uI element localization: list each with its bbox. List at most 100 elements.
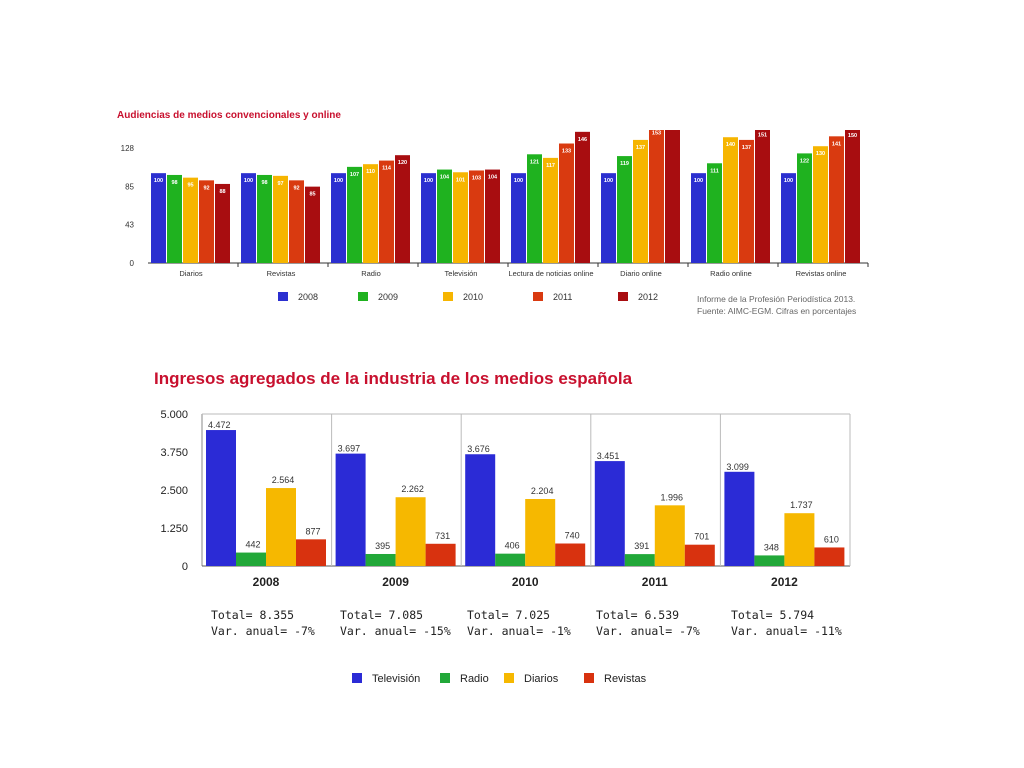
- chart2-title: Ingresos agregados de la industria de lo…: [154, 369, 633, 388]
- source-line-2: Fuente: AIMC-EGM. Cifras en porcentajes: [697, 306, 857, 316]
- bar-radio-online-2008: [691, 173, 706, 263]
- totals-2009: Total= 7.085 Var. anual= -15%: [340, 607, 451, 639]
- bar-diarios-2008: [151, 173, 166, 263]
- data-label: 114: [382, 166, 392, 172]
- data-label: 151: [758, 132, 767, 138]
- total-value: Total= 7.085: [340, 608, 424, 622]
- bar-radio-2010: [363, 164, 378, 263]
- bar-lectura-de-noticias-online-2010: [543, 157, 558, 263]
- data-label: 3.451: [597, 451, 620, 461]
- bar-revistas-2010: [273, 175, 288, 263]
- bar-2011-revistas: [684, 544, 715, 566]
- data-label: 107: [350, 172, 359, 178]
- data-label: 100: [694, 178, 703, 184]
- legend-swatch-diarios: [504, 673, 514, 683]
- bar-2010-diarios: [525, 498, 556, 566]
- bar-revistas-2009: [257, 174, 272, 263]
- legend-label-radio: Radio: [460, 673, 489, 685]
- totals-2012: Total= 5.794 Var. anual= -11%: [731, 607, 842, 639]
- data-label: 877: [305, 526, 320, 536]
- chart1-title: Audiencias de medios convencionales y on…: [117, 110, 341, 121]
- annual-variation: Var. anual= -11%: [731, 624, 842, 638]
- legend-label-diarios: Diarios: [524, 673, 559, 685]
- annual-variation: Var. anual= -15%: [340, 624, 451, 638]
- bar-radio-2008: [331, 173, 346, 263]
- totals-2010: Total= 7.025 Var. anual= -1%: [467, 607, 571, 639]
- data-label: 120: [398, 160, 407, 166]
- bar-revistas-online-2010: [813, 146, 828, 263]
- bar-lectura-de-noticias-online-2008: [511, 173, 526, 263]
- x-tick-label: 2012: [771, 575, 798, 589]
- data-label: 137: [636, 145, 645, 151]
- x-tick-label: Televisión: [445, 269, 478, 278]
- total-value: Total= 7.025: [467, 608, 551, 622]
- y-tick-label: 43: [125, 220, 134, 229]
- data-label: 88: [219, 189, 225, 195]
- data-label: 140: [726, 142, 735, 148]
- totals-2011: Total= 6.539 Var. anual= -7%: [596, 607, 700, 639]
- bar-diario-online-2012: [665, 130, 680, 263]
- data-label: 1.996: [661, 492, 684, 502]
- bar-2012-television: [724, 471, 755, 566]
- bar-revistas-2011: [289, 180, 304, 263]
- data-label: 701: [694, 532, 709, 542]
- bar-diarios-2009: [167, 174, 182, 263]
- data-label: 4.472: [208, 420, 231, 430]
- data-label: 100: [514, 178, 523, 184]
- bar-2009-revistas: [425, 543, 456, 566]
- bar-revistas-online-2011: [829, 136, 844, 263]
- source-line-1: Informe de la Profesión Periodística 201…: [697, 294, 856, 304]
- data-label: 146: [578, 137, 587, 143]
- bar-television-2011: [469, 170, 484, 263]
- bar-radio-online-2009: [707, 163, 722, 263]
- data-label: 2.262: [401, 484, 424, 494]
- data-label: 100: [334, 178, 343, 184]
- bar-revistas-online-2012: [845, 130, 860, 263]
- data-label: 98: [261, 180, 267, 186]
- total-value: Total= 8.355: [211, 608, 295, 622]
- legend-label-2012: 2012: [638, 292, 658, 302]
- data-label: 348: [764, 542, 779, 552]
- totals-2008: Total= 8.355 Var. anual= -7%: [211, 607, 315, 639]
- data-label: 153: [652, 131, 661, 137]
- data-label: 3.099: [726, 462, 749, 472]
- bar-radio-online-2011: [739, 139, 754, 263]
- x-tick-label: Diario online: [620, 269, 662, 278]
- data-label: 98: [171, 180, 177, 186]
- bar-diario-online-2009: [617, 156, 632, 263]
- data-label: 2.564: [272, 475, 295, 485]
- data-label: 406: [505, 541, 520, 551]
- legend-label-2008: 2008: [298, 292, 318, 302]
- x-tick-label: 2009: [382, 575, 409, 589]
- legend-swatch-2011: [533, 292, 543, 301]
- x-tick-label: 2011: [642, 575, 668, 589]
- bar-lectura-de-noticias-online-2012: [575, 131, 590, 263]
- data-label: 111: [710, 168, 719, 174]
- bar-radio-2012: [395, 155, 410, 263]
- y-tick-label: 0: [130, 259, 135, 268]
- ingresos-chart: 0 1.250 2.500 3.750 5.000 4.472 442 2.564 877 200…: [160, 409, 851, 589]
- total-value: Total= 5.794: [731, 608, 815, 622]
- bar-revistas-2008: [241, 173, 256, 263]
- bar-2008-television: [206, 430, 236, 566]
- y-tick-label: 128: [121, 144, 135, 153]
- x-tick-label: Lectura de noticias online: [508, 269, 593, 278]
- bar-diario-online-2008: [601, 173, 616, 263]
- x-tick-label: Revistas online: [796, 269, 847, 278]
- bar-television-2012: [485, 169, 500, 263]
- bar-2010-revistas: [555, 543, 586, 566]
- bar-revistas-online-2009: [797, 153, 812, 263]
- x-tick-label: Radio online: [710, 269, 752, 278]
- bar-2008-revistas: [296, 539, 326, 566]
- legend-swatch-2008: [278, 292, 288, 301]
- data-label: 101: [456, 177, 465, 183]
- data-label: 85: [309, 192, 315, 198]
- bar-radio-online-2012: [755, 130, 770, 263]
- data-label: 1.737: [790, 500, 813, 510]
- y-tick-label: 0: [182, 561, 188, 573]
- bar-2009-television: [335, 453, 366, 566]
- legend-swatch-2012: [618, 292, 628, 301]
- bar-radio-2011: [379, 160, 394, 263]
- data-label: 100: [244, 178, 253, 184]
- x-tick-label: 2008: [253, 575, 280, 589]
